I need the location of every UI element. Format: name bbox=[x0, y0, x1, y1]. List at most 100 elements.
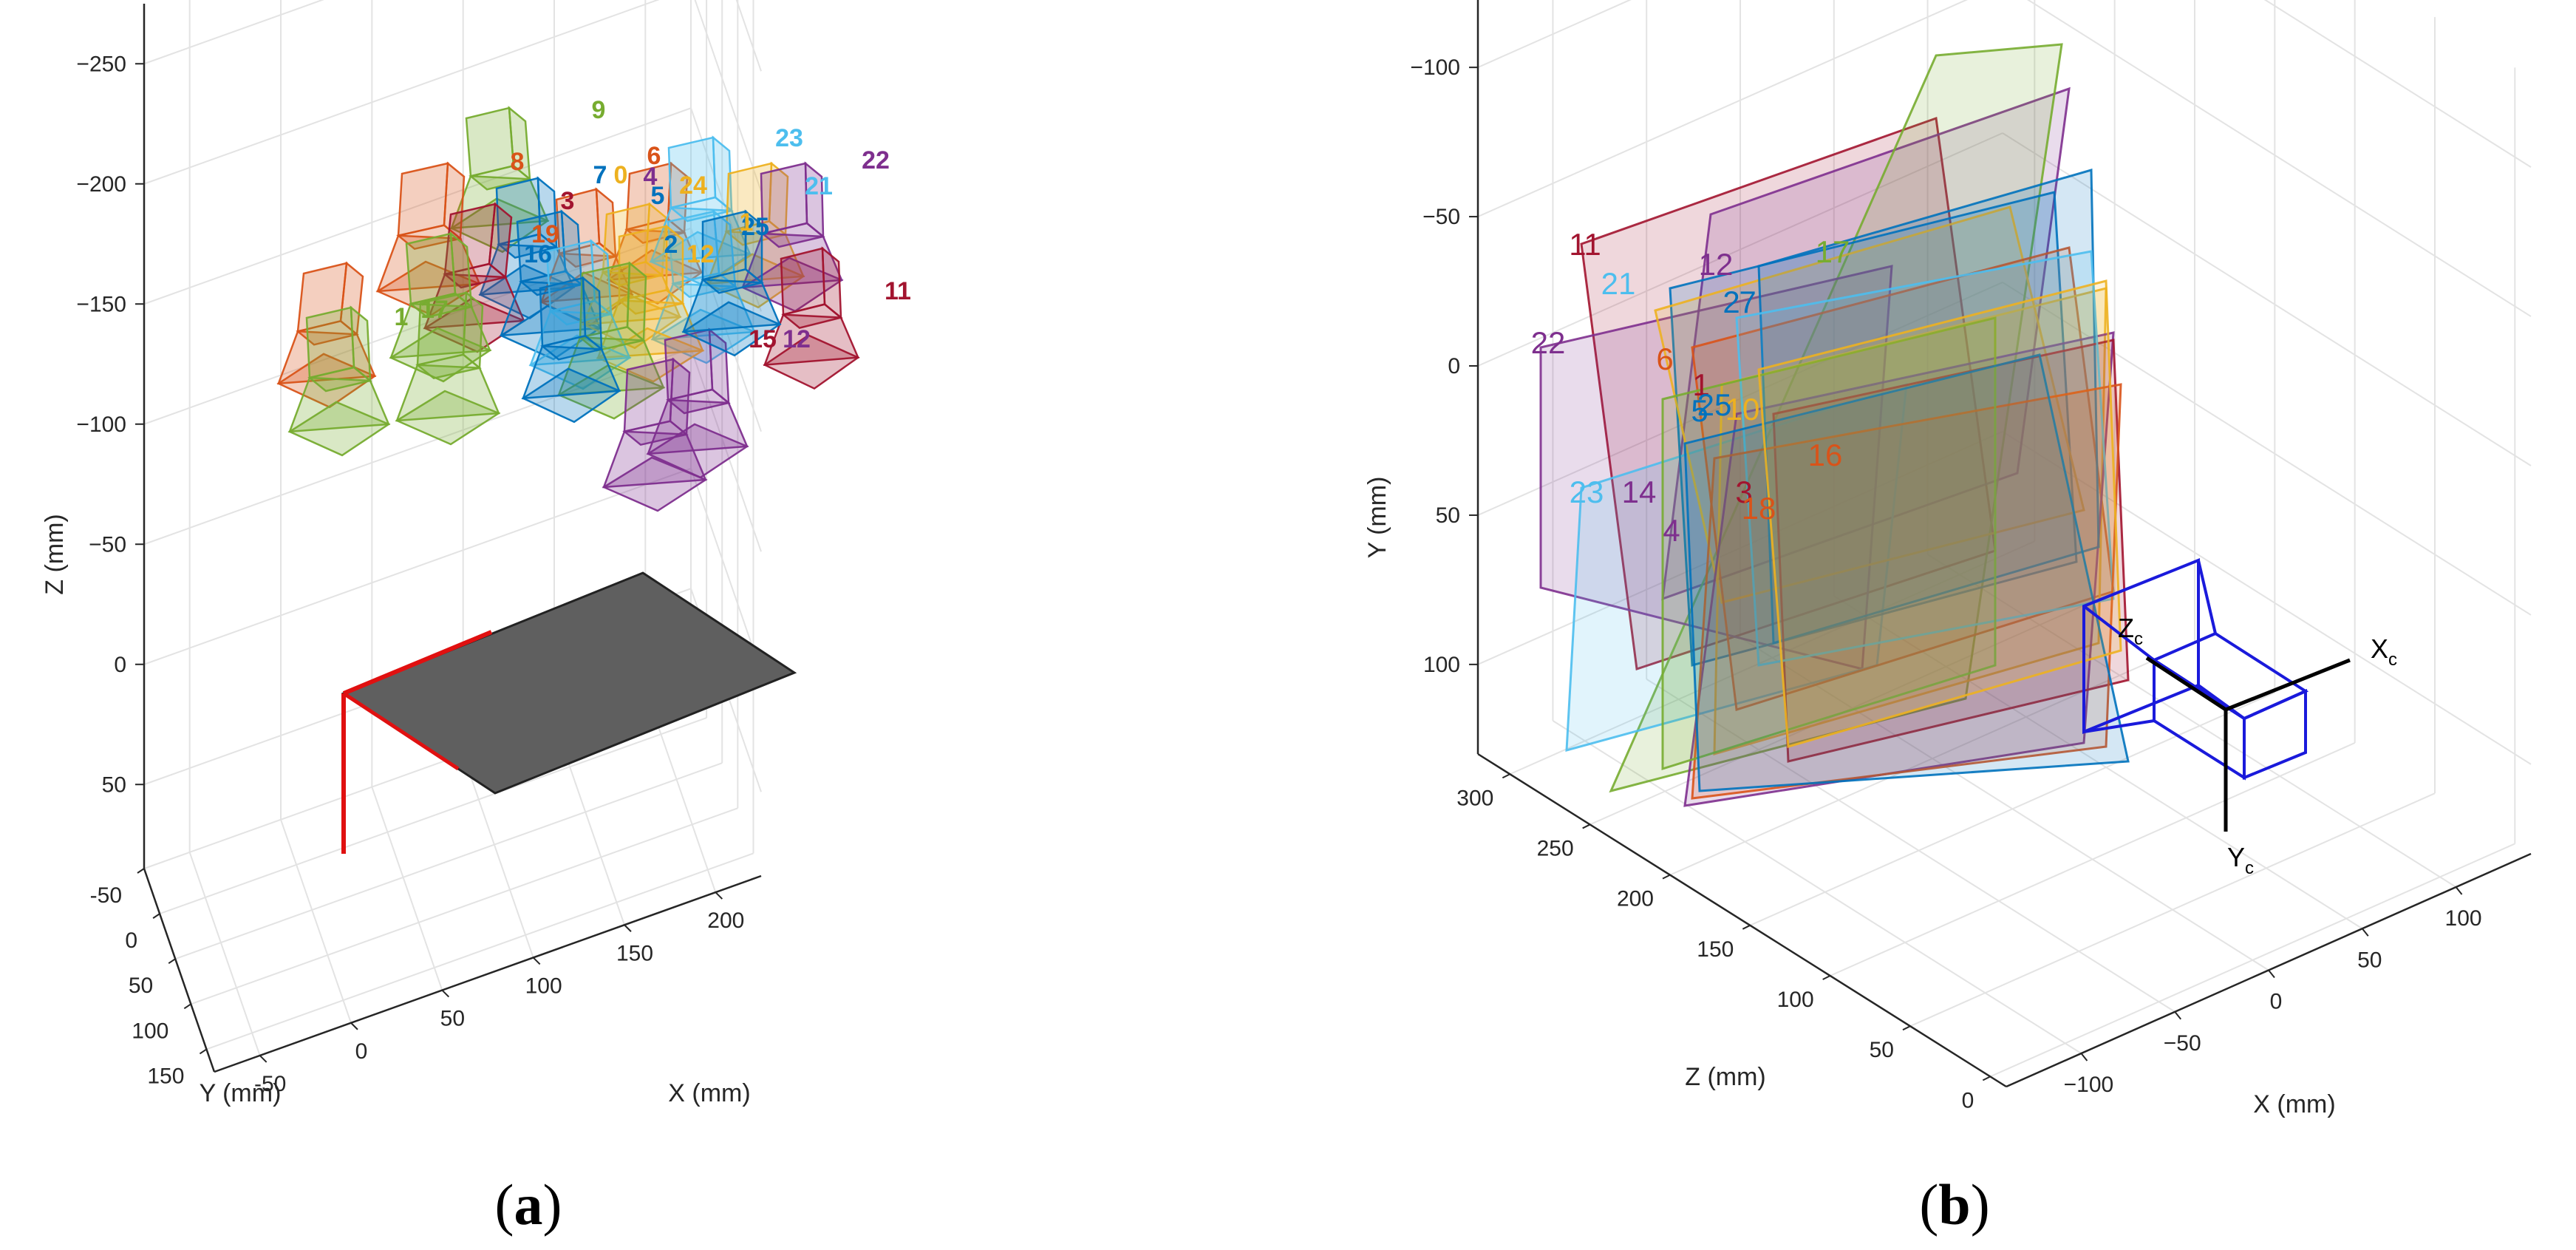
board-label: 18 bbox=[1742, 491, 1776, 526]
camera-frustum bbox=[650, 209, 757, 364]
camera-label: 6 bbox=[647, 142, 661, 170]
board-x-axis bbox=[342, 630, 493, 696]
calibration-board bbox=[1661, 86, 2071, 601]
z-tick-label: 50 bbox=[102, 772, 126, 797]
camera-frustum bbox=[521, 276, 621, 424]
grid-line bbox=[143, 347, 692, 546]
z-tick-label: −200 bbox=[76, 172, 126, 197]
board-label: 21 bbox=[1601, 266, 1636, 301]
camera-label: 12 bbox=[686, 240, 715, 268]
calibration-board bbox=[1683, 331, 2115, 807]
frustum-base bbox=[395, 390, 501, 446]
camera-frustum bbox=[478, 176, 576, 320]
y-tick-label: 50 bbox=[1436, 503, 1460, 528]
frustum-base bbox=[521, 367, 621, 424]
z-tick bbox=[1662, 874, 1671, 880]
panel-a-tick-labels: -50050100150200-50050100150−250−200−150−… bbox=[76, 52, 744, 1096]
grid-line bbox=[1909, 792, 2436, 1027]
calibration-board bbox=[1683, 353, 2130, 792]
grid-line bbox=[190, 807, 738, 1005]
grid-line bbox=[690, 468, 762, 673]
camera-x-axis bbox=[2225, 658, 2351, 712]
x-tick bbox=[2455, 886, 2463, 895]
frustum-base bbox=[650, 308, 757, 364]
board-label: 1 bbox=[1692, 367, 1709, 402]
grid-line bbox=[371, 787, 443, 991]
x-tick bbox=[2174, 1011, 2181, 1020]
camera-frustum bbox=[646, 327, 749, 479]
panel-b-z-axis-label: Z (mm) bbox=[1685, 1063, 1766, 1091]
camera-label: 15 bbox=[749, 325, 777, 353]
grid-line bbox=[2263, 0, 2532, 169]
board-label: 10 bbox=[1725, 392, 1760, 427]
caption-b-open: ( bbox=[1919, 1172, 1939, 1237]
camera-label: 23 bbox=[775, 124, 803, 152]
svg-text:Yc: Yc bbox=[2227, 842, 2254, 878]
panel-b-camera-axis-x-label: Xc bbox=[2371, 634, 2397, 670]
camera-frustum bbox=[763, 246, 860, 390]
frustum-face bbox=[465, 106, 515, 177]
calibration-board bbox=[341, 571, 797, 795]
z-tick bbox=[1822, 975, 1831, 980]
frustum-base bbox=[681, 301, 782, 357]
z-tick-label: 100 bbox=[1777, 988, 1814, 1012]
camera-label: 0 bbox=[614, 161, 628, 189]
z-tick bbox=[1502, 773, 1510, 779]
x-tick bbox=[2080, 1053, 2088, 1062]
panel-b-x-axis-label: X (mm) bbox=[2253, 1090, 2335, 1118]
board-label: 14 bbox=[1622, 475, 1657, 509]
z-tick-label: 50 bbox=[1870, 1038, 1894, 1062]
camera-box-side bbox=[2243, 688, 2307, 780]
panel-a-z-axis-label: Z (mm) bbox=[41, 514, 69, 595]
grid-line bbox=[1646, 678, 2175, 1013]
grid-line bbox=[1477, 132, 2003, 367]
grid-line bbox=[1477, 430, 2003, 665]
caption-a-close: ) bbox=[542, 1172, 562, 1237]
y-axis-line bbox=[143, 868, 216, 1073]
grid-line bbox=[1477, 0, 1632, 69]
grid-line bbox=[1749, 691, 2275, 926]
camera-label: 1 bbox=[395, 303, 409, 331]
z-tick bbox=[1902, 1025, 1911, 1031]
z-tick-label: 150 bbox=[1697, 937, 1734, 962]
grid-line bbox=[1509, 540, 2035, 775]
camera-z-axis bbox=[2145, 656, 2227, 712]
x-tick-label: −50 bbox=[2164, 1031, 2201, 1056]
panel-b-y-axis-label: Y (mm) bbox=[1363, 477, 1391, 559]
camera-frustum-edge bbox=[2082, 605, 2156, 662]
calibration-board bbox=[1757, 279, 2122, 748]
panel-b-camera-axis-z-label: Zc bbox=[2118, 613, 2143, 649]
x-tick bbox=[350, 1022, 358, 1030]
camera-label: 2 bbox=[664, 231, 678, 259]
board-label: 25 bbox=[1697, 387, 1732, 422]
svg-text:Xc: Xc bbox=[2371, 634, 2397, 670]
panel-a-calibration-board bbox=[341, 571, 797, 854]
x-axis-line bbox=[214, 874, 762, 1073]
z-tick-label: −250 bbox=[76, 52, 126, 76]
camera-label: 3 bbox=[561, 187, 575, 215]
y-tick-label: −100 bbox=[1410, 55, 1460, 80]
board-label: 6 bbox=[1656, 342, 1673, 376]
panel-b-camera-frame bbox=[2082, 558, 2351, 832]
grid-line bbox=[206, 852, 754, 1050]
x-tick bbox=[624, 924, 632, 932]
board-label: 4 bbox=[1663, 513, 1680, 548]
camera-label: 24 bbox=[679, 171, 707, 200]
grid-line bbox=[694, 0, 762, 192]
x-tick-label: −100 bbox=[2064, 1073, 2114, 1097]
panel-a-caption: (a) bbox=[454, 1172, 602, 1238]
grid-line bbox=[1589, 591, 2116, 826]
camera-frustum bbox=[423, 202, 526, 353]
panel-a-axes bbox=[135, 4, 762, 1073]
camera-label: 16 bbox=[524, 240, 552, 268]
grid-line bbox=[690, 347, 762, 552]
calibration-board bbox=[1661, 316, 1997, 771]
calibration-board bbox=[1654, 205, 2085, 604]
board-label: 17 bbox=[1816, 234, 1850, 269]
frustum-face bbox=[623, 358, 675, 433]
y-tick bbox=[137, 868, 145, 874]
z-tick-label: 0 bbox=[114, 653, 126, 677]
x-tick bbox=[715, 891, 723, 900]
